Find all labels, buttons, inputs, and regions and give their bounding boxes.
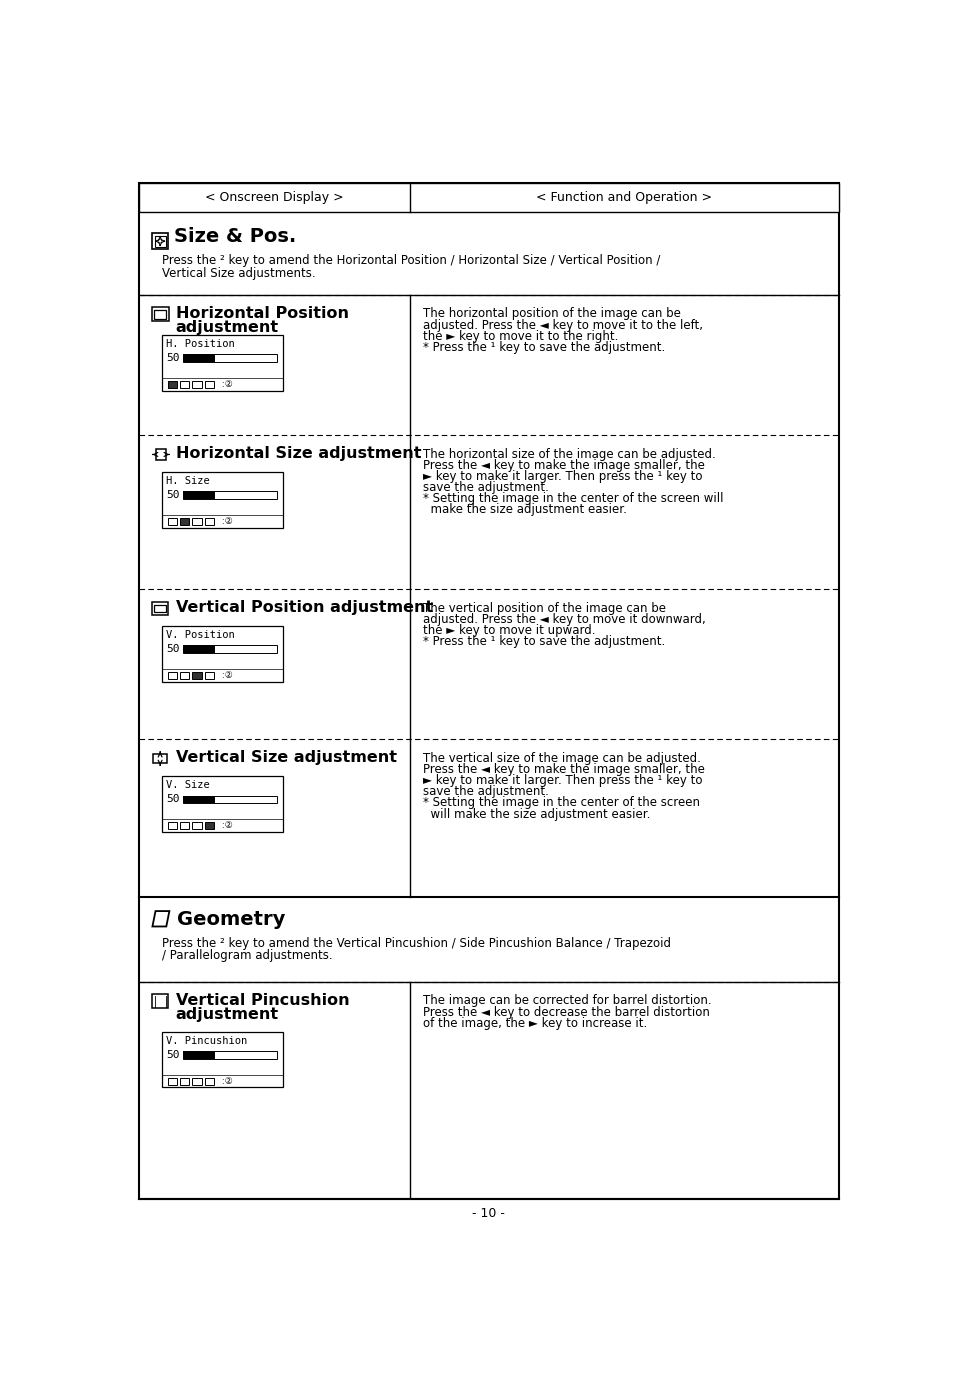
Text: The horizontal size of the image can be adjusted.: The horizontal size of the image can be … (423, 447, 716, 460)
Text: the ► key to move it to the right.: the ► key to move it to the right. (423, 330, 618, 342)
Bar (161, 1032, 283, 1087)
Text: The vertical size of the image can be adjusted.: The vertical size of the image can be ad… (423, 751, 700, 765)
Bar (205, 822, 213, 829)
Bar (193, 673, 201, 679)
Bar (183, 355, 277, 362)
Text: < Onscreen Display >: < Onscreen Display > (205, 191, 343, 204)
Text: Size & Pos.: Size & Pos. (173, 228, 296, 246)
Text: * Setting the image in the center of the screen: * Setting the image in the center of the… (423, 797, 700, 809)
Text: adjusted. Press the ◄ key to move it to the left,: adjusted. Press the ◄ key to move it to … (423, 319, 702, 331)
Text: 50: 50 (166, 490, 179, 500)
Text: Vertical Position adjustment: Vertical Position adjustment (175, 599, 433, 615)
Text: Press the ² key to amend the Horizontal Position / Horizontal Size / Vertical Po: Press the ² key to amend the Horizontal … (161, 254, 659, 268)
Text: V. Size: V. Size (166, 780, 210, 790)
Text: the ► key to move it upward.: the ► key to move it upward. (423, 624, 596, 637)
Text: 50: 50 (166, 645, 179, 655)
Text: Horizontal Size adjustment: Horizontal Size adjustment (175, 446, 420, 461)
Text: adjustment: adjustment (175, 1007, 278, 1022)
Bar (161, 626, 283, 682)
Bar (183, 795, 215, 804)
Bar (152, 308, 170, 322)
Bar (155, 449, 166, 460)
Text: / Parallelogram adjustments.: / Parallelogram adjustments. (161, 949, 332, 961)
Bar (153, 309, 166, 319)
Bar (168, 673, 177, 679)
Text: < Function and Operation >: < Function and Operation > (536, 191, 712, 204)
Text: ► key to make it larger. Then press the ¹ key to: ► key to make it larger. Then press the … (423, 470, 702, 483)
Text: Vertical Size adjustment: Vertical Size adjustment (175, 750, 396, 765)
Bar (138, 182, 839, 211)
Text: save the adjustment.: save the adjustment. (423, 786, 549, 798)
Bar (168, 822, 177, 829)
Text: ► key to make it larger. Then press the ¹ key to: ► key to make it larger. Then press the … (423, 773, 702, 787)
Text: of the image, the ► key to increase it.: of the image, the ► key to increase it. (423, 1018, 647, 1030)
Bar (183, 1051, 215, 1059)
Text: adjustment: adjustment (175, 320, 278, 334)
Text: Press the ² key to amend the Vertical Pincushion / Side Pincushion Balance / Tra: Press the ² key to amend the Vertical Pi… (161, 938, 670, 950)
Bar (205, 381, 213, 388)
Text: make the size adjustment easier.: make the size adjustment easier. (423, 503, 627, 516)
Bar (153, 605, 166, 612)
Text: 50: 50 (166, 794, 179, 804)
Bar (161, 776, 283, 831)
Bar (193, 1077, 201, 1084)
Bar (183, 355, 215, 362)
Text: The vertical position of the image can be: The vertical position of the image can b… (423, 602, 666, 615)
Text: * Press the ¹ key to save the adjustment.: * Press the ¹ key to save the adjustment… (423, 635, 665, 648)
Bar (193, 822, 201, 829)
Bar (183, 1051, 277, 1059)
Bar (161, 336, 283, 391)
Text: :②: :② (218, 380, 233, 389)
Bar (180, 1077, 190, 1084)
Bar (152, 233, 168, 249)
Bar (183, 795, 277, 804)
Text: :②: :② (218, 671, 233, 679)
Bar (205, 1077, 213, 1084)
Bar (180, 518, 190, 525)
Bar (168, 518, 177, 525)
Bar (193, 381, 201, 388)
Text: Press the ◄ key to make the image smaller, the: Press the ◄ key to make the image smalle… (423, 458, 704, 472)
Text: - 10 -: - 10 - (472, 1207, 505, 1221)
Text: Press the ◄ key to make the image smaller, the: Press the ◄ key to make the image smalle… (423, 762, 704, 776)
Text: 50: 50 (166, 1050, 179, 1061)
Text: Vertical Pincushion: Vertical Pincushion (175, 993, 349, 1008)
Bar (183, 492, 215, 499)
Bar (152, 994, 168, 1008)
Text: save the adjustment.: save the adjustment. (423, 481, 549, 494)
Text: :②: :② (218, 516, 233, 526)
Bar (168, 1077, 177, 1084)
Text: The image can be corrected for barrel distortion.: The image can be corrected for barrel di… (423, 994, 711, 1007)
Bar (183, 645, 277, 653)
Bar (205, 518, 213, 525)
Text: will make the size adjustment easier.: will make the size adjustment easier. (423, 808, 650, 820)
Bar (161, 472, 283, 528)
Text: H. Size: H. Size (166, 476, 210, 486)
Bar (154, 236, 166, 247)
Text: H. Position: H. Position (166, 338, 234, 349)
Bar (180, 381, 190, 388)
Bar (180, 822, 190, 829)
Text: V. Pincushion: V. Pincushion (166, 1036, 247, 1045)
Text: adjusted. Press the ◄ key to move it downward,: adjusted. Press the ◄ key to move it dow… (423, 613, 705, 626)
Bar (180, 673, 190, 679)
Bar (152, 602, 168, 616)
Text: Press the ◄ key to decrease the barrel distortion: Press the ◄ key to decrease the barrel d… (423, 1005, 710, 1019)
Text: :②: :② (218, 1077, 233, 1085)
Text: The horizontal position of the image can be: The horizontal position of the image can… (423, 308, 680, 320)
Text: * Press the ¹ key to save the adjustment.: * Press the ¹ key to save the adjustment… (423, 341, 665, 354)
Text: :②: :② (218, 822, 233, 830)
Text: Horizontal Position: Horizontal Position (175, 305, 348, 320)
Text: Vertical Size adjustments.: Vertical Size adjustments. (161, 267, 315, 279)
Bar (205, 673, 213, 679)
Bar (183, 492, 277, 499)
Bar (193, 518, 201, 525)
Text: Geometry: Geometry (177, 910, 285, 928)
Bar (183, 645, 215, 653)
Text: V. Position: V. Position (166, 630, 234, 639)
Text: * Setting the image in the center of the screen will: * Setting the image in the center of the… (423, 492, 723, 505)
Bar (153, 754, 167, 764)
Bar (168, 381, 177, 388)
Text: 50: 50 (166, 354, 179, 363)
